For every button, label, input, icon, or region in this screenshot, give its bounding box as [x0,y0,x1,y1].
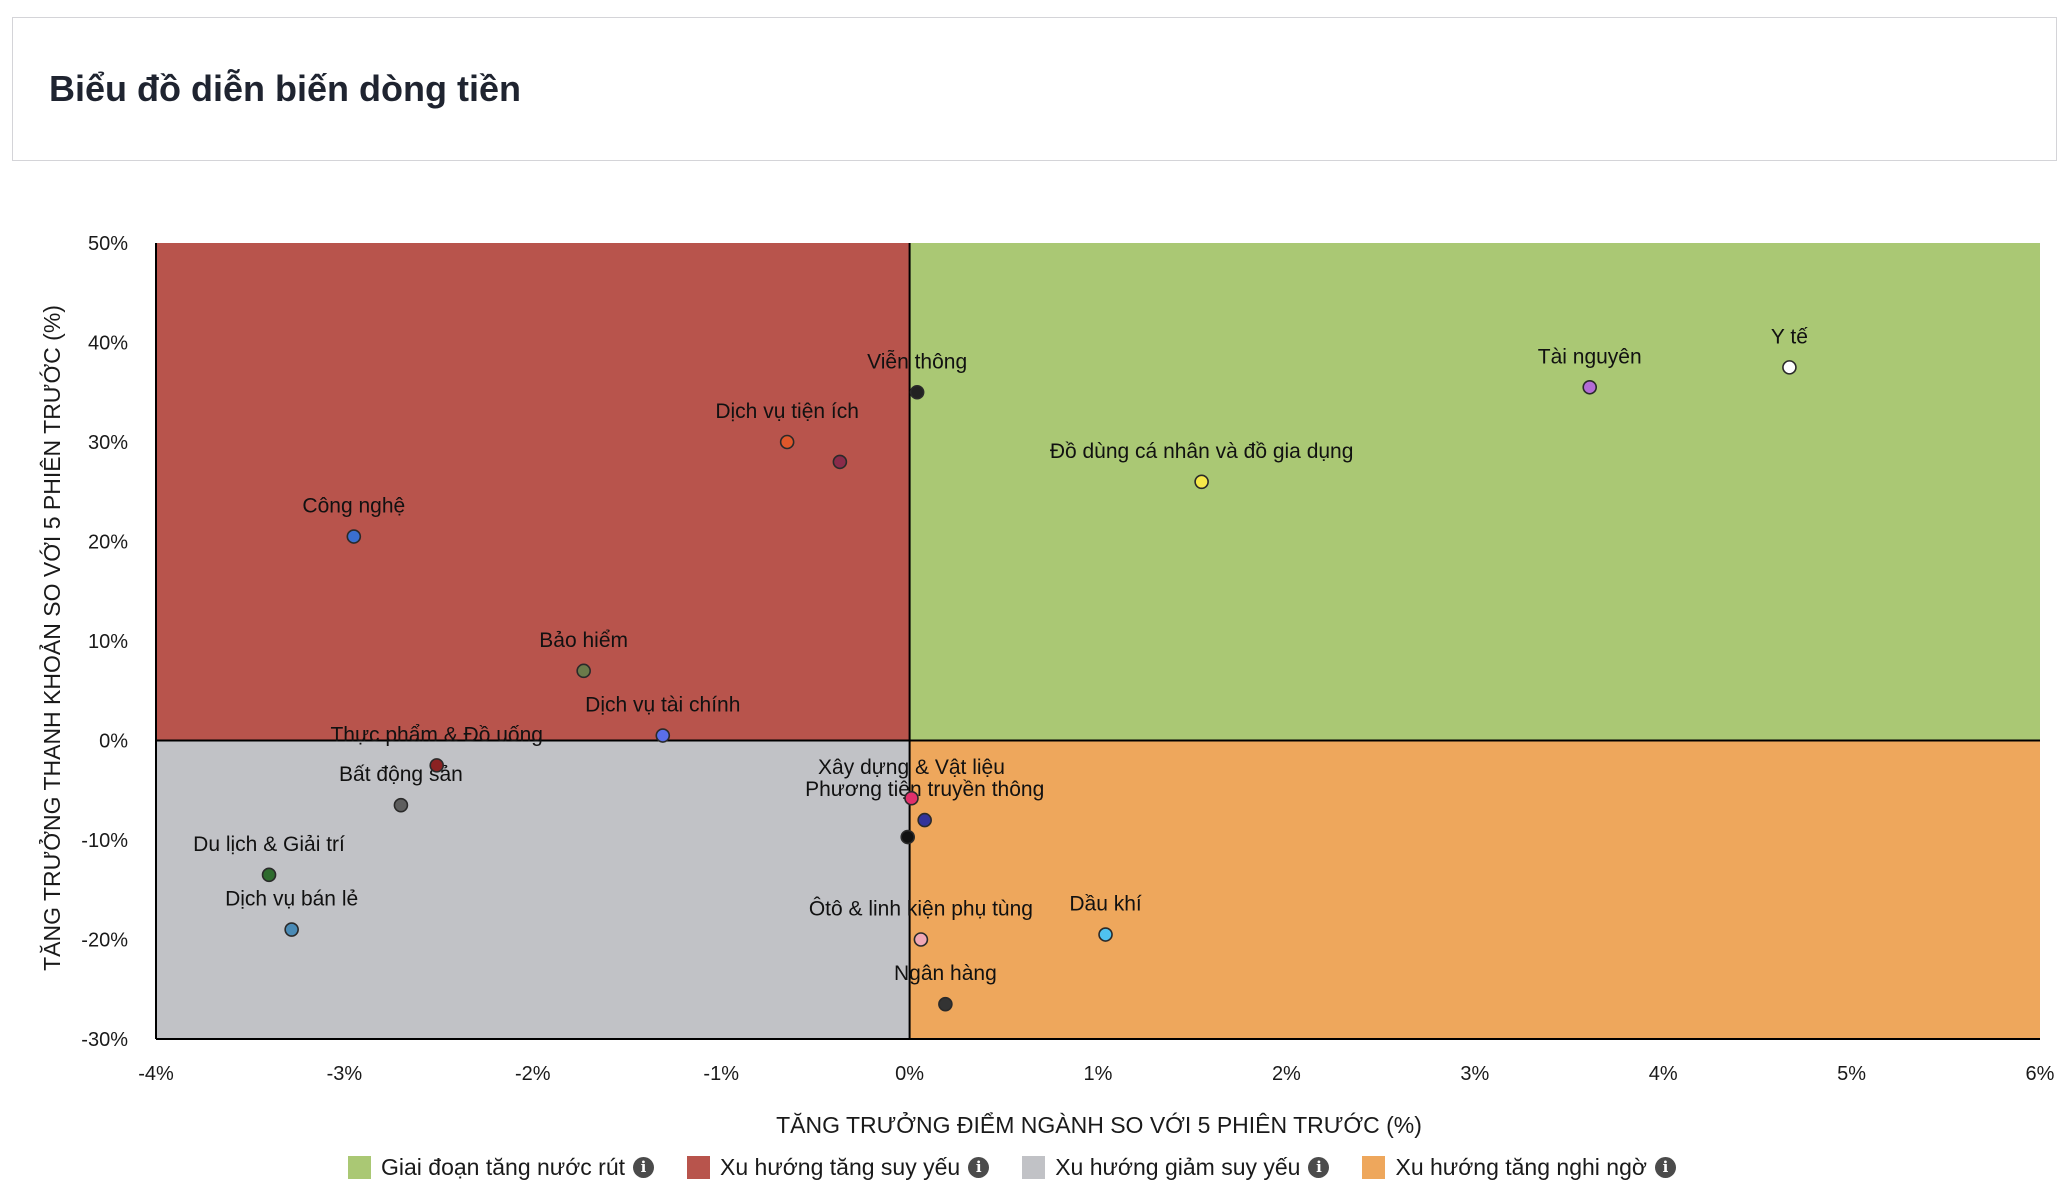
point-label: Ngân hàng [894,962,997,985]
legend-swatch [348,1155,371,1179]
x-tick-label: -3% [327,1063,363,1085]
legend-item[interactable]: Xu hướng tăng suy yếu i [687,1153,990,1181]
quadrant-3 [156,740,910,1039]
data-point[interactable] [938,996,953,1012]
legend-item[interactable]: Xu hướng tăng nghi ngờ i [1362,1153,1676,1181]
data-point[interactable] [917,812,932,828]
legend-swatch [687,1155,711,1179]
data-point[interactable] [913,932,929,947]
data-point[interactable] [576,663,591,679]
data-point[interactable] [900,829,916,845]
data-point[interactable] [429,758,445,773]
y-tick-label: -10% [81,830,128,852]
x-tick-label: -4% [138,1063,174,1085]
point-label: Dịch vụ tiện ích [715,400,859,423]
legend-swatch [1022,1155,1046,1179]
point-label: Ôtô & linh kiện phụ tùng [809,898,1033,921]
point-label: Xây dựng & Vật liệu [818,756,1005,779]
x-tick-label: 1% [1084,1063,1113,1085]
data-point[interactable] [261,867,277,883]
y-tick-label: 20% [88,532,128,554]
x-tick-label: 2% [1272,1063,1301,1085]
y-tick-label: 40% [88,333,128,355]
data-point[interactable] [1194,474,1209,490]
quadrant-4 [909,740,2040,1039]
y-tick-label: 0% [99,731,128,753]
x-tick-label: 3% [1460,1063,1489,1085]
data-point[interactable] [284,922,299,937]
y-tick-label: -20% [81,930,128,952]
x-tick-label: -1% [703,1063,739,1085]
y-tick-label: 10% [88,631,128,653]
y-tick-label: 30% [88,432,128,454]
info-icon[interactable]: i [968,1156,990,1178]
chart-legend: Giai đoạn tăng nước rút i Xu hướng tăng su… [348,1152,1709,1182]
data-point[interactable] [1582,379,1598,395]
legend-item[interactable]: Xu hướng giảm suy yếu i [1022,1153,1330,1181]
point-label: Y tế [1771,325,1808,348]
point-label: Đồ dùng cá nhân và đồ gia dụng [1050,440,1354,463]
page-title: Biểu đồ diễn biến dòng tiền [49,68,521,109]
legend-swatch [1362,1155,1386,1179]
y-tick-label: -30% [81,1029,128,1051]
point-label: Bảo hiểm [539,629,628,652]
point-label: Dịch vụ bán lẻ [225,888,358,911]
point-label: Công nghệ [302,495,405,518]
data-point[interactable] [904,790,919,806]
quadrant-1 [909,243,2040,741]
point-label: Bất động sản [339,763,463,786]
x-tick-label: 5% [1837,1063,1866,1085]
legend-label: Xu hướng tăng suy yếu [720,1153,961,1180]
legend-label: Xu hướng tăng nghi ngờ [1395,1153,1647,1180]
data-point[interactable] [655,728,671,743]
info-icon[interactable]: i [633,1156,655,1178]
point-label: Dịch vụ tài chính [585,694,740,717]
info-icon[interactable]: i [1654,1156,1676,1178]
legend-label: Giai đoạn tăng nước rút [381,1153,626,1180]
data-point[interactable] [779,434,795,450]
data-point[interactable] [832,454,848,470]
quadrant-2 [156,243,910,741]
point-label: Thực phẩm & Đồ uống [330,723,543,746]
legend-label: Xu hướng giảm suy yếu [1055,1153,1301,1180]
point-label: Phương tiện truyền thông [805,778,1044,801]
point-label: Tài nguyên [1538,345,1642,368]
legend-item[interactable]: Giai đoạn tăng nước rút i [348,1153,655,1181]
header-card [12,17,2057,161]
x-tick-label: 0% [895,1063,924,1085]
point-label: Du lịch & Giải trí [193,833,345,856]
data-point[interactable] [1782,360,1797,375]
info-icon[interactable]: i [1308,1156,1330,1178]
point-label: Dầu khí [1069,893,1142,916]
data-point[interactable] [1098,927,1113,942]
x-axis-title: TĂNG TRƯỞNG ĐIỂM NGÀNH SO VỚI 5 PHIÊN TR… [776,1110,1422,1138]
y-axis-title: TĂNG TRƯỞNG THANH KHOẢN SO VỚI 5 PHIÊN T… [37,305,65,971]
data-point[interactable] [393,797,409,813]
point-label: Viễn thông [867,350,967,373]
y-tick-label: 50% [88,233,128,255]
data-point[interactable] [346,529,362,544]
x-tick-label: 4% [1649,1063,1678,1085]
data-point[interactable] [909,384,925,400]
x-tick-label: 6% [2026,1063,2055,1085]
x-tick-label: -2% [515,1063,551,1085]
